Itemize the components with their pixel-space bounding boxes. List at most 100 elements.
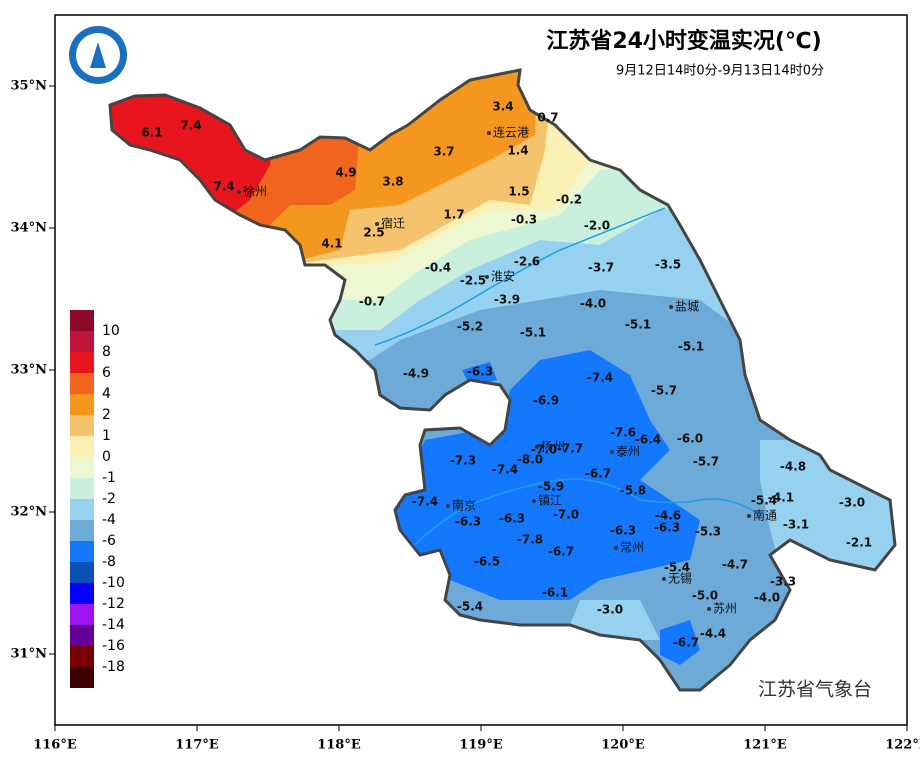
city-dot [446, 504, 450, 508]
city-dot [610, 450, 614, 454]
city-dot [487, 131, 491, 135]
station-value: -5.4 [664, 561, 690, 575]
station-value: 4.9 [335, 166, 356, 180]
station-value: 6.1 [141, 126, 162, 140]
x-tick-label: 119°E [459, 738, 503, 753]
station-value: -4.0 [754, 591, 780, 605]
city-name: 苏州 [713, 602, 737, 616]
station-value: -0.2 [556, 193, 582, 207]
station-value: -6.4 [635, 433, 661, 447]
city-dot [669, 305, 673, 309]
legend-swatch [70, 646, 94, 667]
station-value: 7.4 [180, 119, 201, 133]
station-value: -2.5 [460, 274, 486, 288]
legend-swatch [70, 520, 94, 541]
station-value: -6.3 [610, 524, 636, 538]
legend-label: -2 [102, 491, 116, 507]
legend-swatch [70, 499, 94, 520]
station-value: -6.7 [673, 636, 699, 650]
station-value: -7.4 [492, 463, 518, 477]
logo-tower [90, 42, 106, 68]
station-value: -5.2 [457, 320, 483, 334]
legend-label: -1 [102, 470, 116, 486]
legend-label: 4 [102, 386, 111, 402]
legend-label: -18 [102, 659, 125, 675]
logo [69, 26, 127, 84]
station-value: -5.1 [625, 318, 651, 332]
station-value: -5.3 [695, 525, 721, 539]
city-dot [747, 514, 751, 518]
station-value: 3.7 [433, 145, 454, 159]
city-name: 南京 [452, 498, 476, 513]
station-value: -6.7 [548, 545, 574, 559]
station-value: -7.0 [553, 508, 579, 522]
station-value: -0.4 [425, 261, 451, 275]
legend-swatch [70, 562, 94, 583]
legend-swatch [70, 394, 94, 415]
station-value: -6.3 [467, 365, 493, 379]
station-value: -5.4 [457, 600, 483, 614]
station-value: -4.6 [655, 509, 681, 523]
x-tick-label: 116°E [33, 738, 77, 753]
station-value: -7.4 [412, 495, 438, 509]
station-value: -5.1 [520, 326, 546, 340]
watermark: 江苏省气象台 [758, 679, 872, 701]
city-name: 宿迁 [381, 216, 405, 231]
legend-swatch [70, 478, 94, 499]
station-value: -3.1 [783, 518, 809, 532]
station-value: -4.0 [580, 297, 606, 311]
station-value: -7.8 [517, 533, 543, 547]
station-value: 1.5 [508, 185, 529, 199]
zone [660, 620, 700, 665]
legend-swatch [70, 436, 94, 457]
city-dot [532, 499, 536, 503]
legend-label: 0 [102, 449, 111, 465]
city-name: 连云港 [493, 125, 529, 140]
station-value: -4.4 [700, 627, 726, 641]
station-value: -6.0 [677, 432, 703, 446]
station-value: -3.3 [770, 575, 796, 589]
station-value: 7.4 [213, 180, 234, 194]
station-value: -8.0 [517, 453, 543, 467]
x-tick-label: 122°E [885, 738, 920, 753]
city-dot [237, 190, 241, 194]
y-tick-label: 31°N [11, 647, 48, 662]
station-value: -3.7 [588, 261, 614, 275]
station-value: -0.7 [359, 295, 385, 309]
station-value: -7.0 [531, 443, 557, 457]
city-dot [707, 607, 711, 611]
station-value: 1.7 [443, 208, 464, 222]
province-outline [108, 68, 897, 692]
station-value: -4.1 [768, 491, 794, 505]
station-value: -5.7 [693, 455, 719, 469]
station-value: -7.6 [610, 426, 636, 440]
station-value: -5.0 [692, 589, 718, 603]
legend-label: -12 [102, 596, 125, 612]
station-value: -6.3 [455, 515, 481, 529]
legend-label: 2 [102, 407, 111, 423]
city-name: 常州 [620, 541, 644, 555]
legend-swatch [70, 310, 94, 331]
legend-swatch [70, 625, 94, 646]
legend-swatch [70, 541, 94, 562]
station-value: -2.1 [846, 536, 872, 550]
legend-swatch [70, 331, 94, 352]
zone [395, 350, 700, 600]
station-value: -6.9 [533, 394, 559, 408]
station-value: -4.8 [780, 460, 806, 474]
legend-label: -14 [102, 617, 125, 633]
station-value: -3.9 [494, 293, 520, 307]
legend-label: 1 [102, 428, 111, 444]
station-value: -4.9 [403, 367, 429, 381]
city-dot [662, 577, 666, 581]
zone [570, 600, 660, 640]
legend-label: -4 [102, 512, 116, 528]
station-value: 3.4 [492, 100, 513, 114]
station-value: -7.3 [450, 454, 476, 468]
station-value: -5.9 [538, 480, 564, 494]
y-tick-label: 33°N [11, 363, 48, 378]
y-tick-label: 34°N [11, 221, 48, 236]
city-name: 扬州 [541, 439, 565, 454]
